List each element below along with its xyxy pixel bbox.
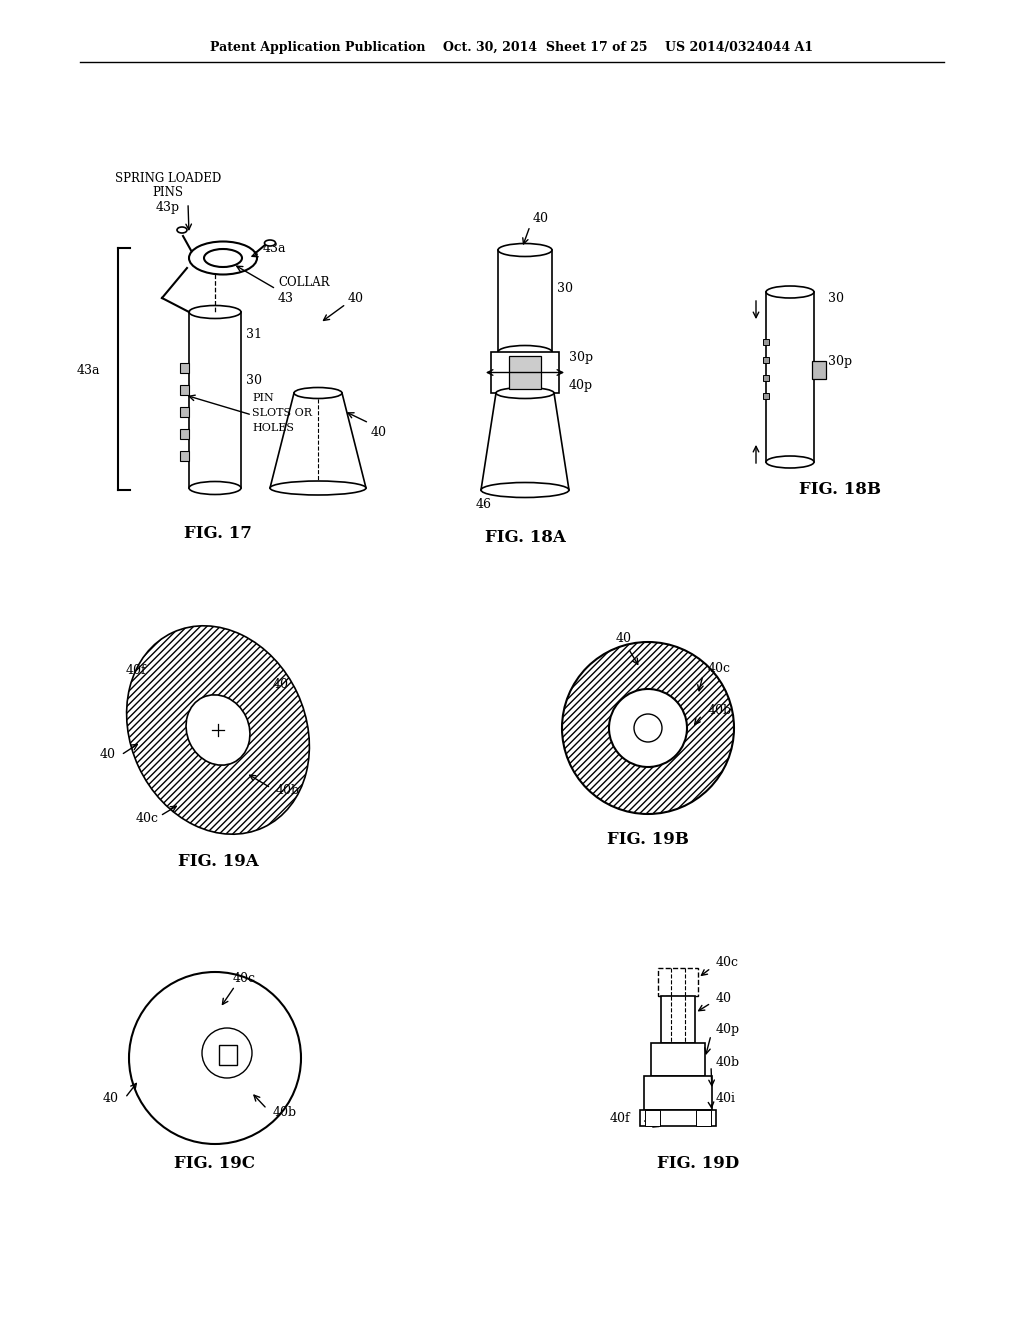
Ellipse shape bbox=[264, 240, 275, 246]
Text: 46: 46 bbox=[476, 499, 492, 511]
Text: FIG. 19C: FIG. 19C bbox=[174, 1155, 256, 1172]
Text: 40c: 40c bbox=[708, 661, 731, 675]
Text: 40c: 40c bbox=[233, 972, 256, 985]
Text: 30p: 30p bbox=[828, 355, 852, 368]
Text: FIG. 19B: FIG. 19B bbox=[607, 832, 689, 849]
Ellipse shape bbox=[127, 626, 309, 834]
Text: 40f: 40f bbox=[126, 664, 146, 676]
Bar bbox=[763, 375, 769, 381]
Ellipse shape bbox=[562, 642, 734, 814]
Text: 40: 40 bbox=[348, 292, 364, 305]
Ellipse shape bbox=[189, 305, 241, 318]
Bar bbox=[651, 1043, 705, 1076]
Text: 30: 30 bbox=[246, 374, 262, 387]
Text: PIN: PIN bbox=[252, 393, 273, 403]
Text: 40b: 40b bbox=[276, 784, 300, 796]
Text: 40i: 40i bbox=[716, 1092, 736, 1105]
Bar bbox=[640, 1110, 716, 1126]
Bar bbox=[763, 356, 769, 363]
Text: 31: 31 bbox=[246, 329, 262, 342]
Bar bbox=[180, 407, 189, 417]
Text: 40: 40 bbox=[534, 211, 549, 224]
Ellipse shape bbox=[294, 388, 342, 399]
Text: SPRING LOADED: SPRING LOADED bbox=[115, 172, 221, 185]
Text: FIG. 19D: FIG. 19D bbox=[656, 1155, 739, 1172]
Text: 40b: 40b bbox=[708, 704, 732, 717]
Bar bbox=[696, 1110, 711, 1126]
Ellipse shape bbox=[189, 482, 241, 495]
Bar bbox=[658, 968, 698, 997]
Text: 40: 40 bbox=[100, 748, 116, 762]
Bar bbox=[763, 339, 769, 345]
Text: PINS: PINS bbox=[153, 186, 183, 199]
Bar bbox=[763, 393, 769, 399]
Text: Patent Application Publication    Oct. 30, 2014  Sheet 17 of 25    US 2014/03240: Patent Application Publication Oct. 30, … bbox=[211, 41, 813, 54]
Text: 43p: 43p bbox=[156, 202, 180, 214]
Ellipse shape bbox=[496, 388, 554, 399]
Ellipse shape bbox=[498, 346, 552, 359]
Text: HOLES: HOLES bbox=[252, 422, 294, 433]
Bar bbox=[180, 451, 189, 461]
Text: 30p: 30p bbox=[569, 351, 593, 364]
Ellipse shape bbox=[186, 694, 250, 766]
Text: 30: 30 bbox=[828, 292, 844, 305]
Bar bbox=[180, 429, 189, 440]
Text: 40: 40 bbox=[273, 678, 289, 692]
Text: 40p: 40p bbox=[569, 380, 593, 392]
Bar bbox=[219, 1045, 237, 1065]
Text: 30: 30 bbox=[557, 281, 573, 294]
Text: 43: 43 bbox=[278, 292, 294, 305]
Text: 43a: 43a bbox=[263, 242, 287, 255]
Text: 40c: 40c bbox=[716, 956, 739, 969]
Text: 40: 40 bbox=[716, 991, 732, 1005]
Text: 40: 40 bbox=[616, 631, 632, 644]
Ellipse shape bbox=[189, 242, 257, 275]
Ellipse shape bbox=[766, 286, 814, 298]
Text: 40: 40 bbox=[103, 1092, 119, 1105]
Bar bbox=[812, 360, 826, 379]
Text: COLLAR: COLLAR bbox=[278, 276, 330, 289]
Bar bbox=[645, 1110, 660, 1126]
Ellipse shape bbox=[270, 480, 366, 495]
Ellipse shape bbox=[609, 689, 687, 767]
Ellipse shape bbox=[766, 455, 814, 469]
Bar bbox=[662, 997, 695, 1043]
Text: FIG. 19A: FIG. 19A bbox=[177, 854, 258, 870]
Ellipse shape bbox=[634, 714, 662, 742]
Ellipse shape bbox=[129, 972, 301, 1144]
Ellipse shape bbox=[498, 243, 552, 256]
Ellipse shape bbox=[202, 1028, 252, 1078]
Text: 40p: 40p bbox=[716, 1023, 740, 1036]
Bar bbox=[644, 1076, 712, 1110]
Text: FIG. 18B: FIG. 18B bbox=[799, 482, 881, 499]
Ellipse shape bbox=[481, 483, 569, 498]
Text: 43a: 43a bbox=[76, 363, 99, 376]
Bar bbox=[180, 363, 189, 374]
Text: 40f: 40f bbox=[609, 1111, 630, 1125]
Text: 40b: 40b bbox=[716, 1056, 740, 1068]
Text: 40b: 40b bbox=[273, 1106, 297, 1118]
Bar bbox=[509, 356, 541, 389]
Bar bbox=[490, 352, 559, 393]
Text: FIG. 17: FIG. 17 bbox=[184, 524, 252, 541]
Text: SLOTS OR: SLOTS OR bbox=[252, 408, 312, 418]
Text: 40: 40 bbox=[371, 426, 387, 440]
Text: FIG. 18A: FIG. 18A bbox=[484, 529, 565, 546]
Text: 40c: 40c bbox=[136, 812, 159, 825]
Ellipse shape bbox=[204, 249, 242, 267]
Ellipse shape bbox=[177, 227, 187, 234]
Bar bbox=[180, 385, 189, 395]
